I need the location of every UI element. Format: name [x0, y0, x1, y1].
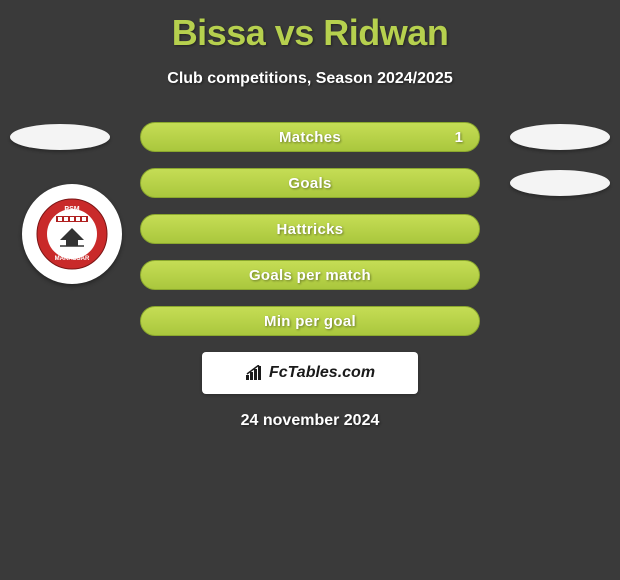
club-logo: MAKASSAR PSM: [22, 184, 122, 284]
stat-row-matches: Matches 1: [0, 122, 620, 152]
attribution-badge[interactable]: FcTables.com: [202, 352, 418, 394]
right-ellipse: [510, 170, 610, 196]
left-ellipse: [10, 124, 110, 150]
svg-text:MAKASSAR: MAKASSAR: [55, 256, 90, 262]
subtitle: Club competitions, Season 2024/2025: [0, 70, 620, 88]
stat-label: Hattricks: [277, 221, 344, 238]
stat-value-right: 1: [455, 129, 463, 146]
chart-icon: [245, 365, 267, 381]
stat-bar: Matches 1: [140, 122, 480, 152]
stat-bar: Hattricks: [140, 214, 480, 244]
footer-date: 24 november 2024: [0, 412, 620, 430]
stat-label: Min per goal: [264, 313, 356, 330]
page-title: Bissa vs Ridwan: [0, 12, 620, 54]
club-badge: MAKASSAR PSM: [36, 198, 108, 270]
stat-bar: Goals: [140, 168, 480, 198]
right-ellipse: [510, 124, 610, 150]
stat-label: Goals: [288, 175, 331, 192]
stat-bar: Goals per match: [140, 260, 480, 290]
stat-bar: Min per goal: [140, 306, 480, 336]
stat-label: Matches: [279, 129, 341, 146]
stat-row-mpg: Min per goal: [0, 306, 620, 336]
attribution-label: FcTables.com: [269, 364, 375, 382]
stat-label: Goals per match: [249, 267, 371, 284]
svg-text:PSM: PSM: [64, 206, 79, 213]
